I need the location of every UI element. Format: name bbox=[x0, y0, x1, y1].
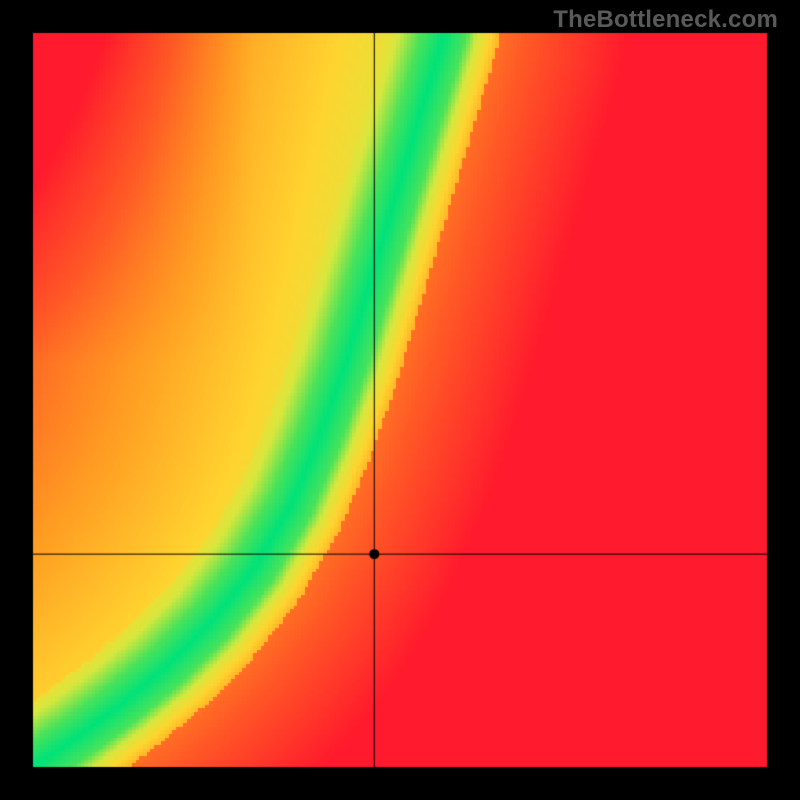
bottleneck-heatmap bbox=[0, 0, 800, 800]
watermark-text: TheBottleneck.com bbox=[553, 6, 778, 34]
root: TheBottleneck.com bbox=[0, 0, 800, 800]
